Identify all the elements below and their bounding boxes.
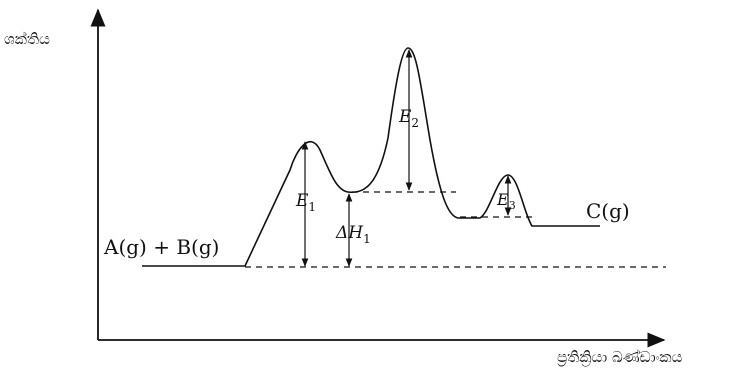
dh1-label: ΔH1 [335, 223, 371, 246]
product-label: C(g) [586, 199, 630, 223]
x-axis-label: ප්‍රතික්‍රියා ඛණ්ඩාංකය [557, 348, 683, 367]
y-axis-label: ශක්තිය [4, 30, 50, 48]
e3-label: E3 [496, 190, 516, 212]
e2-label: E2 [398, 107, 419, 130]
reactants-label: A(g) + B(g) [103, 235, 219, 259]
e1-label: E1 [295, 191, 316, 214]
reaction-energy-curve [142, 47, 600, 267]
